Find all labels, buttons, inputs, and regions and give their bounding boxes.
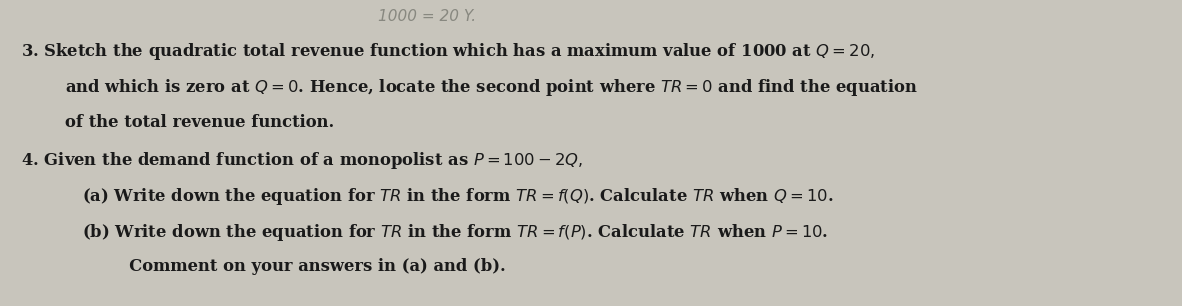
Text: 1000 = 20 Y.: 1000 = 20 Y. bbox=[378, 9, 476, 24]
Text: (a) Write down the equation for $TR$ in the form $TR = f(Q)$. Calculate $TR$ whe: (a) Write down the equation for $TR$ in … bbox=[65, 186, 833, 207]
Text: and which is zero at $Q = 0$. Hence, locate the second point where $TR = 0$ and : and which is zero at $Q = 0$. Hence, loc… bbox=[65, 77, 918, 99]
Text: 3. Sketch the quadratic total revenue function which has a maximum value of 1000: 3. Sketch the quadratic total revenue fu… bbox=[21, 41, 876, 62]
Text: 4. Given the demand function of a monopolist as $P = 100 - 2Q,$: 4. Given the demand function of a monopo… bbox=[21, 150, 584, 171]
Text: of the total revenue function.: of the total revenue function. bbox=[65, 114, 335, 131]
Text: Comment on your answers in (a) and (b).: Comment on your answers in (a) and (b). bbox=[89, 258, 506, 275]
Text: (b) Write down the equation for $TR$ in the form $TR = f(P)$. Calculate $TR$ whe: (b) Write down the equation for $TR$ in … bbox=[65, 222, 829, 243]
